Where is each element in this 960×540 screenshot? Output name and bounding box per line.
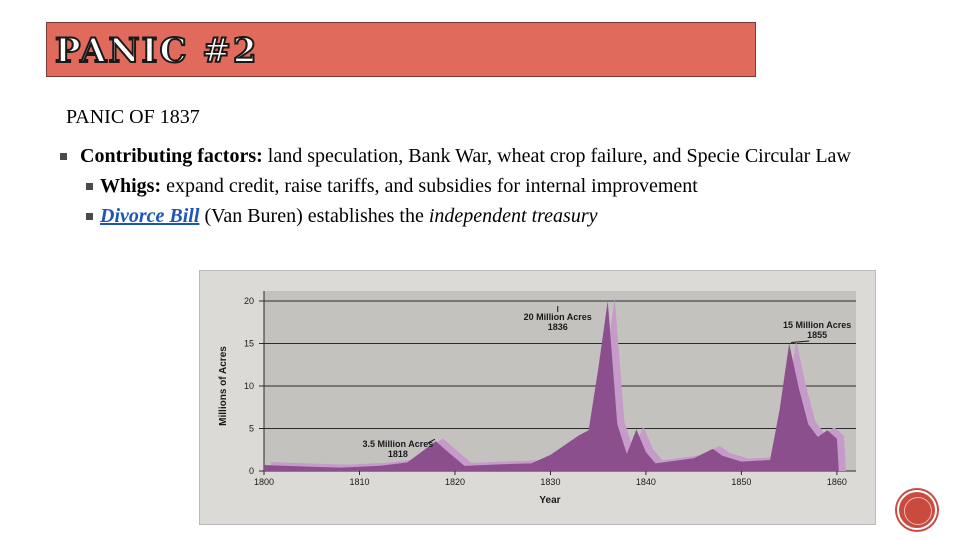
x-tick-label: 1840 bbox=[636, 477, 656, 487]
annotation-3_5m-year: 1818 bbox=[388, 449, 408, 459]
bullet-square-icon bbox=[60, 153, 67, 160]
x-tick-label: 1800 bbox=[254, 477, 274, 487]
x-tick-label: 1820 bbox=[445, 477, 465, 487]
bullet-list: Contributing factors: land speculation, … bbox=[60, 144, 920, 229]
bullet-contributing-factors: Contributing factors: land speculation, … bbox=[60, 144, 920, 169]
annotation-20m-year: 1836 bbox=[548, 322, 568, 332]
x-tick-label: 1830 bbox=[540, 477, 560, 487]
x-tick-label: 1850 bbox=[731, 477, 751, 487]
page-title: PANIC #2 bbox=[54, 30, 259, 72]
bullet-text: land speculation, Bank War, wheat crop f… bbox=[262, 145, 851, 167]
annotation-3_5m-text: 3.5 Million Acres bbox=[363, 439, 434, 449]
plot-area bbox=[264, 291, 856, 471]
chart-svg: 0 5 10 15 20 1800 1810 1820 1830 1840 1850 1860 Year… bbox=[218, 291, 856, 506]
badge-ring bbox=[904, 497, 932, 525]
divorce-bill-link[interactable]: Divorce Bill bbox=[100, 205, 200, 227]
x-tick-label: 1810 bbox=[349, 477, 369, 487]
bullet-square-icon bbox=[86, 183, 93, 190]
annotation-15m-leader bbox=[791, 340, 810, 343]
bullet-square-icon bbox=[86, 213, 93, 220]
x-axis-label: Year bbox=[539, 495, 560, 506]
title-band: PANIC #2 bbox=[46, 22, 756, 77]
annotation-20m-text: 20 Million Acres bbox=[524, 312, 592, 322]
bullet-divorce-bill: Divorce Bill (Van Buren) establishes the… bbox=[60, 204, 920, 229]
bullet-whigs: Whigs: expand credit, raise tariffs, and… bbox=[60, 174, 920, 199]
annotation-15m-year: 1855 bbox=[807, 330, 827, 340]
x-tick-label: 1860 bbox=[827, 477, 847, 487]
y-tick-label: 10 bbox=[244, 381, 254, 391]
y-tick-label: 15 bbox=[244, 339, 254, 349]
y-tick-label: 0 bbox=[249, 466, 254, 476]
bullet-label: Contributing factors: bbox=[80, 145, 263, 167]
land-sales-chart: 0 5 10 15 20 1800 1810 1820 1830 1840 1850 1860 Year… bbox=[199, 270, 876, 525]
slide-subtitle: PANIC OF 1837 bbox=[66, 106, 200, 128]
bullet-text: (Van Buren) establishes the bbox=[199, 205, 429, 227]
annotation-15m-text: 15 Million Acres bbox=[783, 320, 851, 330]
y-axis-label: Millions of Acres bbox=[218, 346, 229, 426]
slide-number-badge bbox=[897, 490, 937, 530]
y-tick-label: 5 bbox=[249, 424, 254, 434]
bullet-label: Whigs: bbox=[100, 175, 162, 197]
y-tick-label: 20 bbox=[244, 296, 254, 306]
bullet-italic-text: independent treasury bbox=[428, 205, 598, 227]
bullet-text: expand credit, raise tariffs, and subsid… bbox=[161, 175, 698, 197]
annotation-3_5m-leader bbox=[427, 438, 436, 444]
area-series bbox=[264, 301, 839, 471]
